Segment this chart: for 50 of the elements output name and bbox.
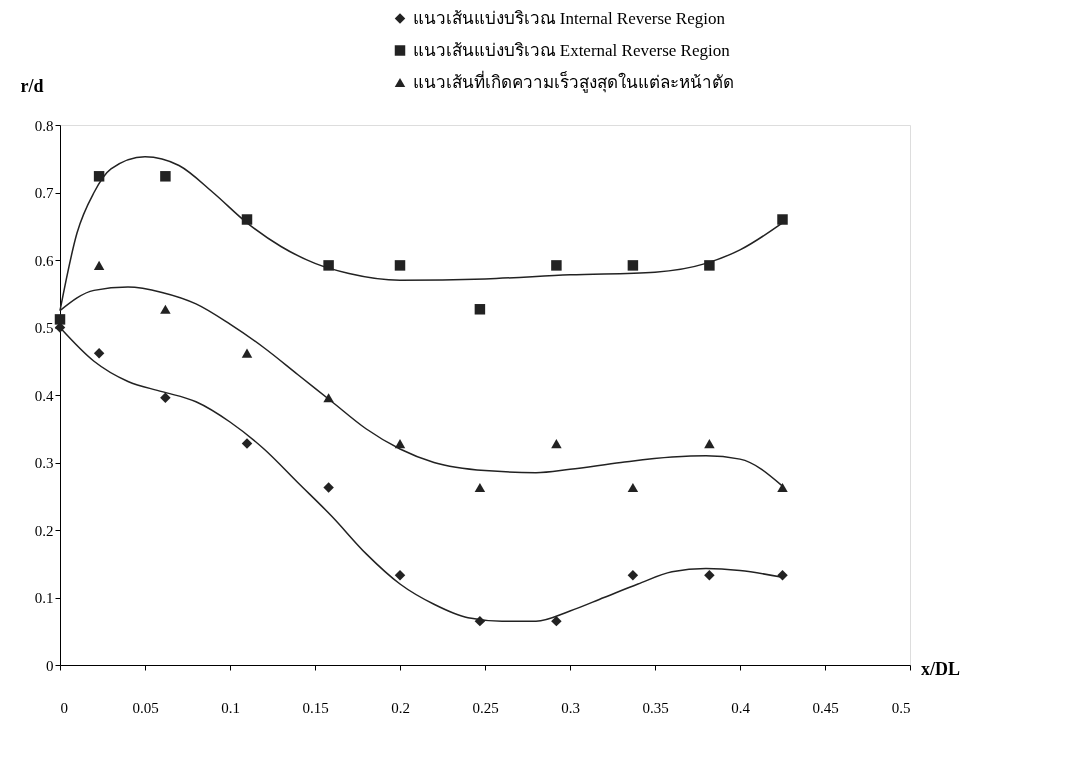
y-tick-label: 0.3 [34,455,54,471]
point [160,304,171,314]
legend-label: แนวเส้นแบ่งบริเวณ External Reverse Region [412,40,731,60]
x-tick-label: 0.15 [302,699,329,716]
point [551,439,562,449]
legend-label: แนวเส้นแบ่งบริเวณ Internal Reverse Region [412,8,726,28]
point [394,569,406,581]
point [160,171,171,182]
point [394,260,406,271]
point [777,482,788,493]
y-axis-title: r/d [20,75,44,96]
point [474,482,486,493]
y-tick-label: 0.5 [34,320,54,336]
y-tick-label: 0 [46,657,54,674]
point [704,260,715,271]
x-tick-label: 0.1 [221,699,240,716]
point [323,260,334,271]
point [704,439,715,449]
point [93,347,105,359]
legend-label: แนวเส้นที่เกิดความเร็วสูงสุดในแต่ละหน้าตัด [412,69,734,93]
x-axis-title: x/DL [920,658,961,679]
point [93,260,105,270]
point [704,569,715,581]
point [551,260,562,271]
point [777,214,788,225]
point [323,482,334,493]
x-tick-label: 0.3 [561,699,580,716]
x-tick-label: 0.35 [642,699,669,716]
point [627,482,639,493]
y-tick-label: 0.1 [34,590,54,606]
x-tick-label: 0.25 [472,699,499,716]
x-tick-label: 0.5 [891,699,911,716]
point [241,348,253,358]
point [93,171,105,182]
y-tick-label: 0.2 [34,522,54,539]
x-tick-label: 0.45 [812,699,839,716]
x-tick-label: 0.2 [391,699,410,716]
x-tick-label: 0.4 [731,699,751,716]
point [627,260,639,271]
y-tick-label: 0.4 [34,387,54,404]
point [474,304,486,315]
y-tick-label: 0.7 [34,185,54,201]
point [160,392,171,403]
x-tick-label: 0 [60,699,68,716]
point [627,569,639,581]
point [241,438,253,449]
y-tick-label: 0.8 [34,117,54,134]
point [54,314,66,325]
x-tick-label: 0.05 [132,699,159,716]
y-tick-label: 0.6 [34,252,54,269]
